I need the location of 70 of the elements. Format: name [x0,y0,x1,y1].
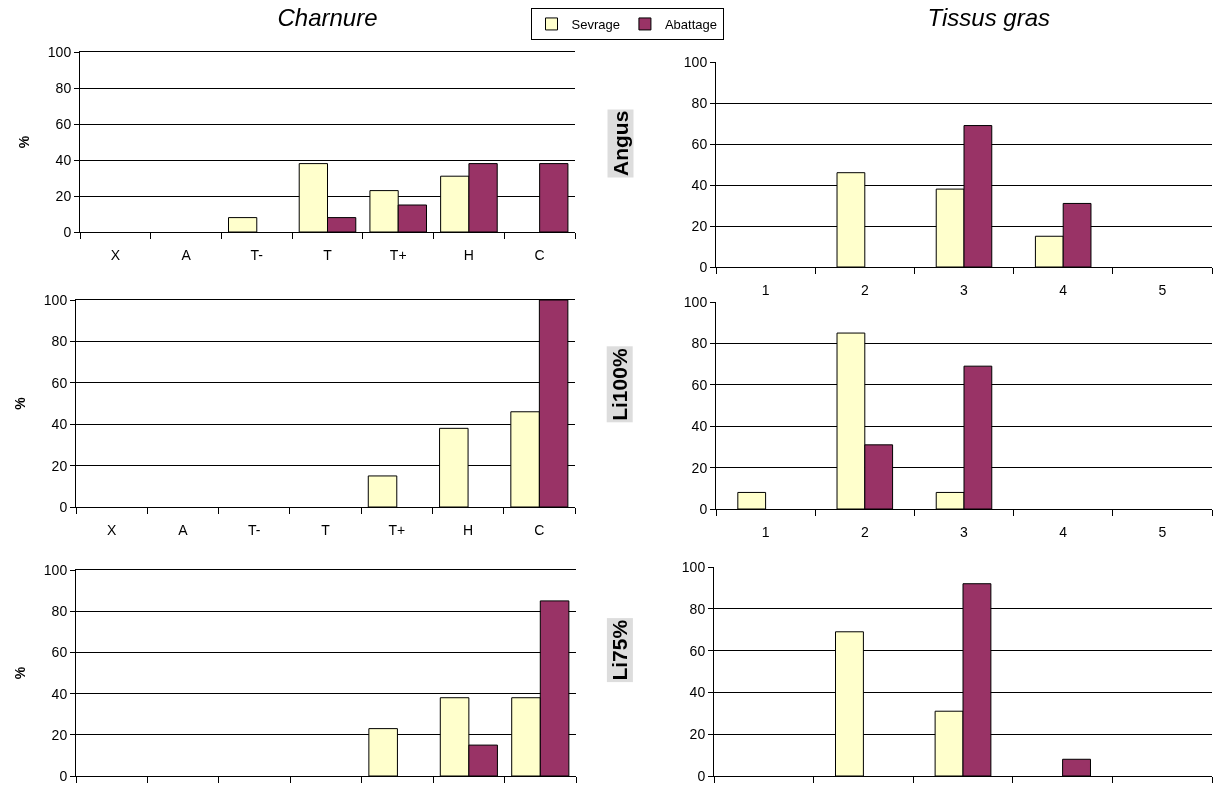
y-tick-label: 0 [63,223,72,240]
y-tick-label: 80 [55,79,72,96]
y-tick-label: 80 [51,333,68,350]
x-tick-label: X [110,246,121,263]
y-axis-title: % [16,135,33,149]
y-axis-title: Li75% [608,619,632,681]
y-tick-label: 0 [699,258,708,275]
y-tick-label: 20 [51,457,68,474]
y-tick-label: 60 [689,642,706,659]
y-tick-label: 100 [47,43,72,60]
x-tick-label: T+ [388,521,406,538]
legend-label: Abattage [664,17,717,33]
y-tick-label: 80 [51,603,68,620]
x-tick-label: 4 [1059,281,1068,298]
y-tick-label: 20 [51,726,68,743]
y-tick-label: 100 [43,291,68,308]
y-tick-label: 40 [689,684,706,701]
x-tick-label: C [534,246,545,263]
y-axis-title: % [12,666,29,680]
x-tick-label: T [323,246,333,263]
chart-title: Charnure [277,4,378,32]
chart-title: Tissus gras [927,4,1051,32]
y-tick-label: 40 [691,176,708,193]
y-tick-label: 0 [697,767,706,784]
y-tick-label: 80 [689,600,706,617]
y-tick-label: 60 [51,374,68,391]
y-tick-label: 0 [59,767,68,784]
y-tick-label: 100 [683,53,708,70]
y-tick-label: 0 [59,498,68,515]
x-tick-label: 1 [761,281,770,298]
x-tick-label: 5 [1158,523,1167,540]
y-tick-label: 60 [691,376,708,393]
x-tick-label: 2 [860,523,869,540]
x-tick-label: H [463,521,474,538]
y-tick-label: 100 [681,558,706,575]
x-tick-label: T- [247,521,261,538]
x-tick-label: C [534,521,545,538]
y-tick-label: 20 [691,459,708,476]
y-tick-label: 20 [689,726,706,743]
y-tick-label: 40 [51,685,68,702]
y-tick-label: 100 [43,561,68,578]
y-tick-label: 80 [691,94,708,111]
x-tick-label: T+ [389,246,407,263]
y-tick-label: 40 [691,418,708,435]
x-tick-label: 4 [1059,523,1068,540]
x-tick-label: A [181,246,192,263]
y-tick-label: 60 [691,135,708,152]
x-tick-label: 3 [960,523,969,540]
y-axis-title: % [12,396,29,410]
y-tick-label: 20 [691,217,708,234]
x-tick-label: H [463,246,474,263]
x-tick-label: A [178,521,189,538]
y-axis-title: Li100% [608,348,632,421]
x-tick-label: 3 [960,281,969,298]
x-tick-label: 5 [1158,281,1167,298]
x-tick-label: 2 [860,281,869,298]
y-tick-label: 60 [55,115,72,132]
y-axis-title: Angus [609,110,632,176]
y-tick-label: 100 [683,293,708,310]
y-tick-label: 40 [51,416,68,433]
y-tick-label: 80 [691,335,708,352]
y-tick-label: 0 [699,500,708,517]
x-tick-label: 1 [761,523,770,540]
legend-label: Sevrage [571,17,620,33]
x-tick-label: T [321,521,331,538]
y-tick-label: 60 [51,644,68,661]
y-tick-label: 20 [55,187,72,204]
x-tick-label: X [106,521,117,538]
x-tick-label: T- [250,246,264,263]
y-tick-label: 40 [55,151,72,168]
